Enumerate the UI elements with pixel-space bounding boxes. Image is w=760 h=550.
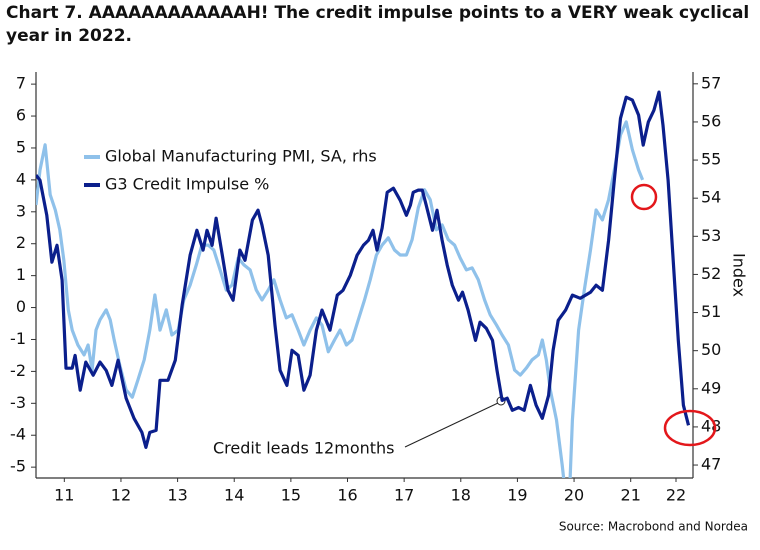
x-tick-label: 17 — [394, 486, 414, 505]
highlight-circle — [663, 409, 717, 447]
x-tick-label: 15 — [281, 486, 301, 505]
y2-tick-label: 50 — [701, 340, 721, 359]
y-tick-label: -1 — [10, 329, 26, 348]
y-tick-label: 3 — [16, 201, 26, 220]
y2-tick-label: 54 — [701, 188, 721, 207]
y-tick-label: 2 — [16, 233, 26, 252]
x-tick-label: 11 — [54, 486, 74, 505]
y-tick-label: -4 — [10, 425, 26, 444]
x-tick-label: 22 — [666, 486, 686, 505]
y2-tick-label: 56 — [701, 111, 721, 130]
annotation: Credit leads 12months — [213, 439, 395, 458]
y-tick-label: 4 — [16, 169, 26, 188]
y-tick-label: 5 — [16, 137, 26, 156]
y-tick-label: -5 — [10, 457, 26, 476]
y2-tick-label: 52 — [701, 264, 721, 283]
source: Source: Macrobond and Nordea — [559, 520, 748, 534]
y2-tick-label: 53 — [701, 226, 721, 245]
series-line — [36, 90, 691, 449]
y-tick-label: 0 — [16, 297, 26, 316]
y-tick-label: 6 — [16, 106, 26, 125]
highlight-circle — [630, 183, 658, 211]
legend-label: G3 Credit Impulse % — [105, 175, 269, 194]
y-tick-label: 7 — [16, 74, 26, 93]
chart-title: Chart 7. AAAAAAAAAAAAH! The credit impul… — [6, 3, 750, 46]
x-tick-label: 19 — [507, 486, 527, 505]
y-tick-label: -3 — [10, 393, 26, 412]
y2-tick-label: 51 — [701, 302, 721, 321]
y2-tick-label: 49 — [701, 378, 721, 397]
y2-tick-label: 47 — [701, 455, 721, 474]
x-tick-label: 16 — [337, 486, 357, 505]
y2-tick-label: 55 — [701, 150, 721, 169]
x-tick-label: 13 — [167, 486, 187, 505]
x-tick-label: 20 — [564, 486, 584, 505]
y2-axis-label: Index — [730, 253, 749, 297]
x-tick-label: 18 — [451, 486, 471, 505]
annotation-line — [404, 402, 499, 448]
x-tick-label: 21 — [621, 486, 641, 505]
plot-area — [36, 90, 691, 478]
y-tick-label: 1 — [16, 265, 26, 284]
y2-tick-label: 57 — [701, 73, 721, 92]
x-tick-label: 12 — [111, 486, 131, 505]
y2-tick-label: 48 — [701, 416, 721, 435]
x-tick-label: 14 — [224, 486, 244, 505]
legend-label: Global Manufacturing PMI, SA, rhs — [105, 147, 377, 166]
y-tick-label: -2 — [10, 361, 26, 380]
